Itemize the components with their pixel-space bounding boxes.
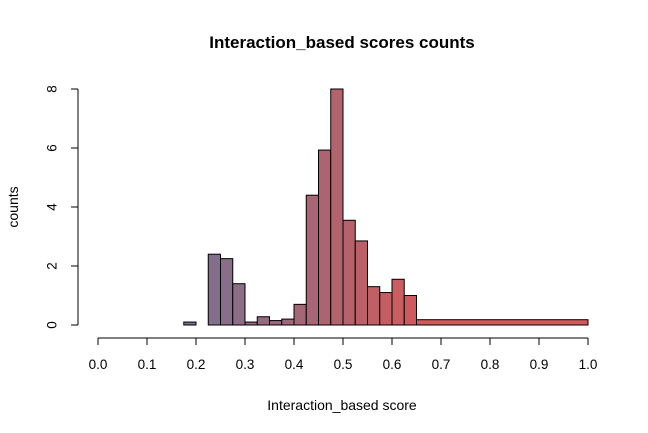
y-tick-label: 2 xyxy=(45,262,60,270)
histogram-bar xyxy=(232,283,246,326)
x-axis-label: Interaction_based score xyxy=(267,397,417,413)
y-axis: 0 2 4 6 8 xyxy=(45,85,79,329)
x-tick-label: 0.5 xyxy=(334,357,353,372)
x-tick-label: 0.6 xyxy=(383,357,402,372)
histogram-bar xyxy=(391,278,405,326)
x-tick-label: 0.1 xyxy=(138,357,157,372)
x-tick-label: 0.9 xyxy=(530,357,549,372)
y-axis-label: counts xyxy=(5,186,21,227)
y-tick-label: 0 xyxy=(45,321,60,329)
x-tick-label: 0.4 xyxy=(285,357,304,372)
histogram-bar xyxy=(367,286,381,326)
histogram-bar xyxy=(330,88,344,326)
x-axis: 0.0 0.1 0.2 0.3 0.4 0.5 0.6 0.7 0.8 0.9 1.0 xyxy=(89,337,598,372)
histogram-bar xyxy=(207,253,221,326)
y-tick-label: 6 xyxy=(45,144,60,152)
histogram-bar xyxy=(256,316,270,326)
x-tick-label: 0.8 xyxy=(481,357,500,372)
histogram-bar xyxy=(305,194,319,326)
bars-group xyxy=(183,88,589,326)
histogram-bar xyxy=(281,318,295,326)
y-tick-label: 4 xyxy=(45,203,60,211)
histogram-bar xyxy=(220,258,234,326)
x-tick-label: 0.3 xyxy=(236,357,255,372)
histogram-bar xyxy=(293,303,307,326)
histogram-bar xyxy=(403,295,417,326)
histogram-bar xyxy=(342,219,356,326)
chart-title: Interaction_based scores counts xyxy=(209,33,474,52)
histogram-bar xyxy=(379,292,393,326)
histogram-bar xyxy=(183,321,197,326)
histogram-bar xyxy=(416,319,589,326)
y-tick-label: 8 xyxy=(45,85,60,93)
histogram-bar xyxy=(244,321,258,326)
histogram-bar xyxy=(318,149,332,326)
x-tick-label: 0.2 xyxy=(187,357,206,372)
x-tick-label: 0.0 xyxy=(89,357,108,372)
histogram-bar xyxy=(354,240,368,326)
histogram-bar xyxy=(269,320,283,326)
x-tick-label: 0.7 xyxy=(432,357,451,372)
x-tick-label: 1.0 xyxy=(579,357,598,372)
